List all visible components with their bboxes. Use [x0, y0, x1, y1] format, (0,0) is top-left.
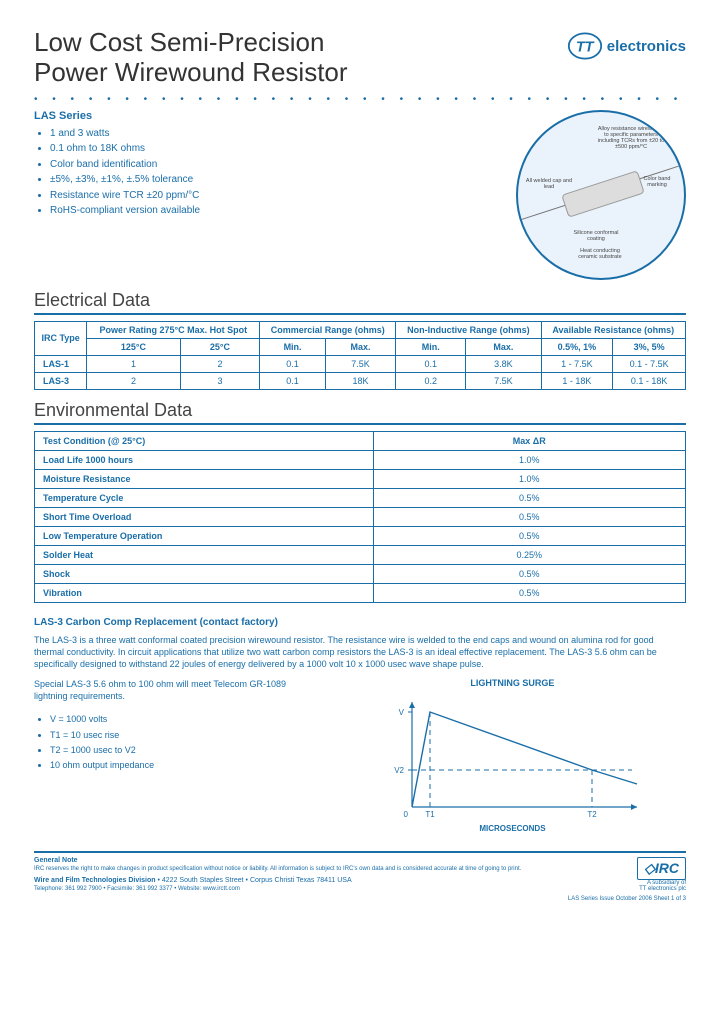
col-type: IRC Type: [35, 321, 87, 355]
las-bullet-list: 1 and 3 watts 0.1 ohm to 18K ohms Color …: [34, 126, 386, 219]
table-row: LAS-3230.118K0.27.5K1 - 18K0.1 - 18K: [35, 372, 686, 389]
list-item: 0.1 ohm to 18K ohms: [50, 141, 386, 157]
callout-cap: All welded cap and lead: [524, 178, 574, 190]
title-line-1: Low Cost Semi-Precision: [34, 28, 348, 58]
lightning-surge-chart: V V2 0 T1 T2: [382, 692, 642, 822]
sub-min: Min.: [396, 338, 466, 355]
table-row: Shock0.5%: [35, 564, 686, 583]
col-comm: Commercial Range (ohms): [260, 321, 396, 338]
sub-tol-a: 0.5%, 1%: [541, 338, 613, 355]
sub-25: 25°C: [180, 338, 260, 355]
tt-logo: TT electronics: [567, 28, 686, 64]
list-item: RoHS-compliant version available: [50, 203, 386, 219]
col-cond: Test Condition (@ 25°C): [35, 431, 374, 450]
product-diagram: Alloy resistance wirewound to specific p…: [516, 110, 686, 280]
col-avail: Available Resistance (ohms): [541, 321, 685, 338]
general-note-text: IRC reserves the right to make changes i…: [34, 866, 556, 874]
svg-text:T1: T1: [426, 810, 436, 819]
table-row: LAS-1120.17.5K0.13.8K1 - 7.5K0.1 - 7.5K: [35, 355, 686, 372]
list-item: Resistance wire TCR ±20 ppm/°C: [50, 188, 386, 204]
callout-substrate: Heat conducting ceramic substrate: [572, 248, 628, 260]
page-footer: General Note IRC reserves the right to m…: [34, 851, 686, 902]
table-row: Solder Heat0.25%: [35, 545, 686, 564]
table-row: Low Temperature Operation0.5%: [35, 526, 686, 545]
svg-text:TT: TT: [576, 39, 595, 55]
table-row: Vibration0.5%: [35, 583, 686, 602]
electrical-heading: Electrical Data: [34, 290, 686, 311]
list-item: T1 = 10 usec rise: [50, 728, 321, 743]
dotted-rule: • • • • • • • • • • • • • • • • • • • • …: [34, 94, 686, 102]
col-nonind: Non-Inductive Range (ohms): [396, 321, 541, 338]
svg-text:V2: V2: [395, 766, 405, 775]
title-line-2: Power Wirewound Resistor: [34, 58, 348, 88]
sub-tol-b: 3%, 5%: [613, 338, 686, 355]
list-item: 10 ohm output impedance: [50, 758, 321, 773]
las-heading: LAS Series: [34, 110, 386, 122]
sub-min: Min.: [260, 338, 326, 355]
callout-tcr: Alloy resistance wirewound to specific p…: [596, 126, 666, 150]
division-contact: Telephone: 361 992 7900 • Facsimile: 361…: [34, 886, 556, 894]
sheet-info: LAS Series Issue October 2006 Sheet 1 of…: [568, 896, 686, 902]
sub-125: 125°C: [87, 338, 180, 355]
las3-heading: LAS-3 Carbon Comp Replacement (contact f…: [34, 617, 686, 628]
sub-max: Max.: [325, 338, 395, 355]
col-power: Power Rating 275°C Max. Hot Spot: [87, 321, 260, 338]
list-item: T2 = 1000 usec to V2: [50, 743, 321, 758]
sub-max: Max.: [466, 338, 541, 355]
logo-text: electronics: [607, 38, 686, 55]
svg-text:V: V: [399, 708, 405, 717]
las3-paragraph: The LAS-3 is a three watt conformal coat…: [34, 634, 686, 670]
list-item: 1 and 3 watts: [50, 126, 386, 142]
subsidiary-line-2: TT electronics plc: [568, 886, 686, 892]
col-maxdr: Max ΔR: [373, 431, 685, 450]
callout-marking: Color band marking: [634, 176, 680, 188]
division-heading: Wire and Film Technologies Division • 42…: [34, 877, 556, 886]
las3-spec-list: V = 1000 volts T1 = 10 usec rise T2 = 10…: [34, 712, 321, 773]
callout-coating: Silicone conformal coating: [568, 230, 624, 242]
las3-paragraph-2: Special LAS-3 5.6 ohm to 100 ohm will me…: [34, 678, 321, 702]
svg-text:0: 0: [404, 810, 409, 819]
list-item: ±5%, ±3%, ±1%, ±.5% tolerance: [50, 172, 386, 188]
list-item: V = 1000 volts: [50, 712, 321, 727]
table-row: Moisture Resistance1.0%: [35, 469, 686, 488]
environmental-table: Test Condition (@ 25°C)Max ΔR Load Life …: [34, 431, 686, 603]
table-row: Load Life 1000 hours1.0%: [35, 450, 686, 469]
table-row: Temperature Cycle0.5%: [35, 488, 686, 507]
environmental-heading: Environmental Data: [34, 400, 686, 421]
irc-logo: ◇IRC: [637, 857, 686, 880]
svg-text:T2: T2: [588, 810, 598, 819]
chart-title: LIGHTNING SURGE: [339, 678, 686, 688]
list-item: Color band identification: [50, 157, 386, 173]
chart-xlabel: MICROSECONDS: [339, 824, 686, 833]
table-row: Short Time Overload0.5%: [35, 507, 686, 526]
electrical-table: IRC Type Power Rating 275°C Max. Hot Spo…: [34, 321, 686, 390]
general-note-heading: General Note: [34, 857, 556, 866]
